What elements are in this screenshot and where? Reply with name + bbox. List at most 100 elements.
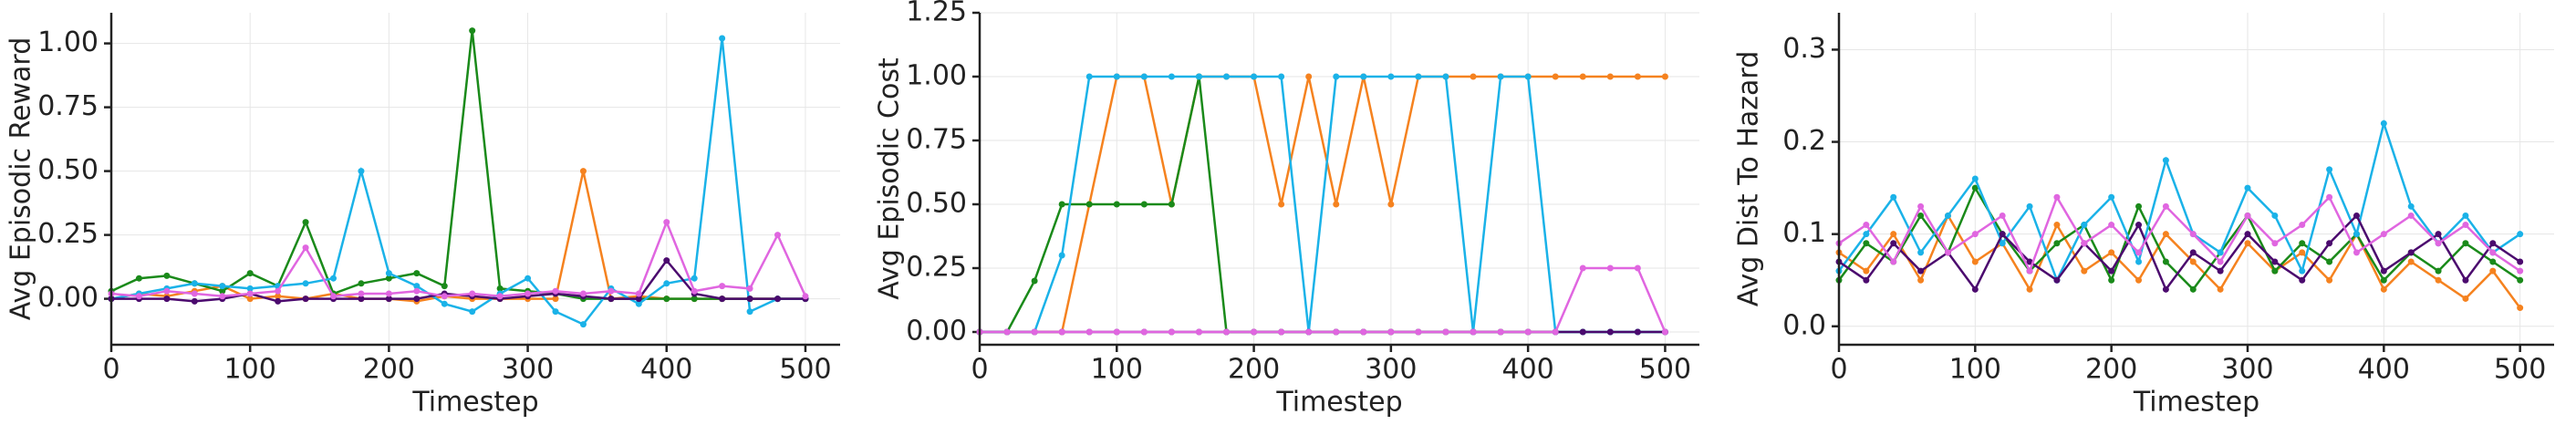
point <box>691 295 698 303</box>
point <box>1661 328 1668 336</box>
x-axis-label: Timestep <box>411 387 538 419</box>
series-line <box>110 37 805 327</box>
point <box>2435 267 2442 275</box>
point <box>663 257 670 264</box>
point <box>246 295 254 303</box>
y-tick-label: 1.25 <box>906 0 967 28</box>
y-tick-label: 0.0 <box>1782 309 1826 341</box>
y-axis-label: Avg Dist To Hazard <box>1733 51 1765 307</box>
point <box>1278 73 1285 80</box>
x-axis-label: Timestep <box>2133 387 2259 419</box>
point <box>302 295 309 303</box>
point <box>2489 267 2497 275</box>
point <box>719 283 726 290</box>
point <box>1195 73 1202 80</box>
point <box>1333 201 1340 208</box>
point <box>1863 267 1870 275</box>
point <box>1634 73 1641 80</box>
point <box>2108 276 2115 284</box>
point <box>1579 328 1586 336</box>
point <box>1003 328 1011 336</box>
point <box>246 285 254 292</box>
series-line <box>980 266 1667 334</box>
point <box>413 283 421 290</box>
y-axis-label: Avg Episodic Reward <box>5 37 37 321</box>
point <box>802 293 809 300</box>
point <box>1999 240 2006 247</box>
point <box>1606 264 1614 272</box>
y-tick-label: 0.00 <box>37 282 99 314</box>
point <box>219 287 226 295</box>
point <box>163 272 171 279</box>
point <box>330 275 338 282</box>
point <box>663 219 670 226</box>
point <box>1168 73 1175 80</box>
point <box>2271 240 2279 247</box>
point <box>385 270 392 277</box>
point <box>496 285 504 292</box>
point <box>2053 240 2061 247</box>
point <box>1168 328 1175 336</box>
series-line <box>110 171 805 303</box>
y-tick-label: 0.25 <box>906 252 967 284</box>
point <box>2462 212 2469 219</box>
point <box>1031 277 1038 285</box>
point <box>275 293 282 300</box>
point <box>2326 166 2333 173</box>
point <box>1863 276 1870 284</box>
point <box>1971 231 1979 238</box>
point <box>1113 73 1120 80</box>
point <box>1552 328 1559 336</box>
point <box>2271 258 2279 265</box>
point <box>2380 119 2387 127</box>
point <box>608 295 615 303</box>
y-axis-label: Avg Episodic Cost <box>874 57 906 300</box>
point <box>1031 328 1038 336</box>
point <box>1223 328 1231 336</box>
x-tick-label: 100 <box>1091 354 1143 386</box>
point <box>2053 276 2061 284</box>
point <box>2135 222 2143 229</box>
point <box>1863 240 1870 247</box>
series-line <box>110 30 805 300</box>
point <box>469 308 476 316</box>
point <box>2244 212 2251 219</box>
point <box>2517 276 2524 284</box>
point <box>2217 249 2224 256</box>
point <box>358 290 365 297</box>
x-tick-label: 400 <box>1502 354 1554 386</box>
point <box>1085 201 1093 208</box>
point <box>2135 258 2143 265</box>
point <box>413 287 421 295</box>
x-tick-label: 200 <box>1228 354 1280 386</box>
point <box>663 295 670 303</box>
point <box>191 290 198 297</box>
point <box>552 295 559 303</box>
point <box>2135 249 2143 256</box>
point <box>2489 249 2497 256</box>
point <box>2135 202 2143 210</box>
point <box>469 27 476 35</box>
point <box>330 293 338 300</box>
point <box>1140 73 1148 80</box>
point <box>441 300 448 307</box>
point <box>1917 276 1925 284</box>
point <box>2081 267 2088 275</box>
point <box>1305 328 1313 336</box>
point <box>2380 231 2387 238</box>
point <box>1863 231 1870 238</box>
point <box>1917 267 1925 275</box>
point <box>441 293 448 300</box>
point <box>2026 258 2033 265</box>
x-tick-label: 200 <box>2085 354 2137 386</box>
point <box>1251 73 1258 80</box>
point <box>1305 73 1313 80</box>
point <box>413 295 421 303</box>
point <box>635 300 642 307</box>
point <box>1971 184 1979 192</box>
point <box>1971 285 1979 293</box>
point <box>1917 249 1925 256</box>
point <box>1415 73 1422 80</box>
point <box>2026 267 2033 275</box>
